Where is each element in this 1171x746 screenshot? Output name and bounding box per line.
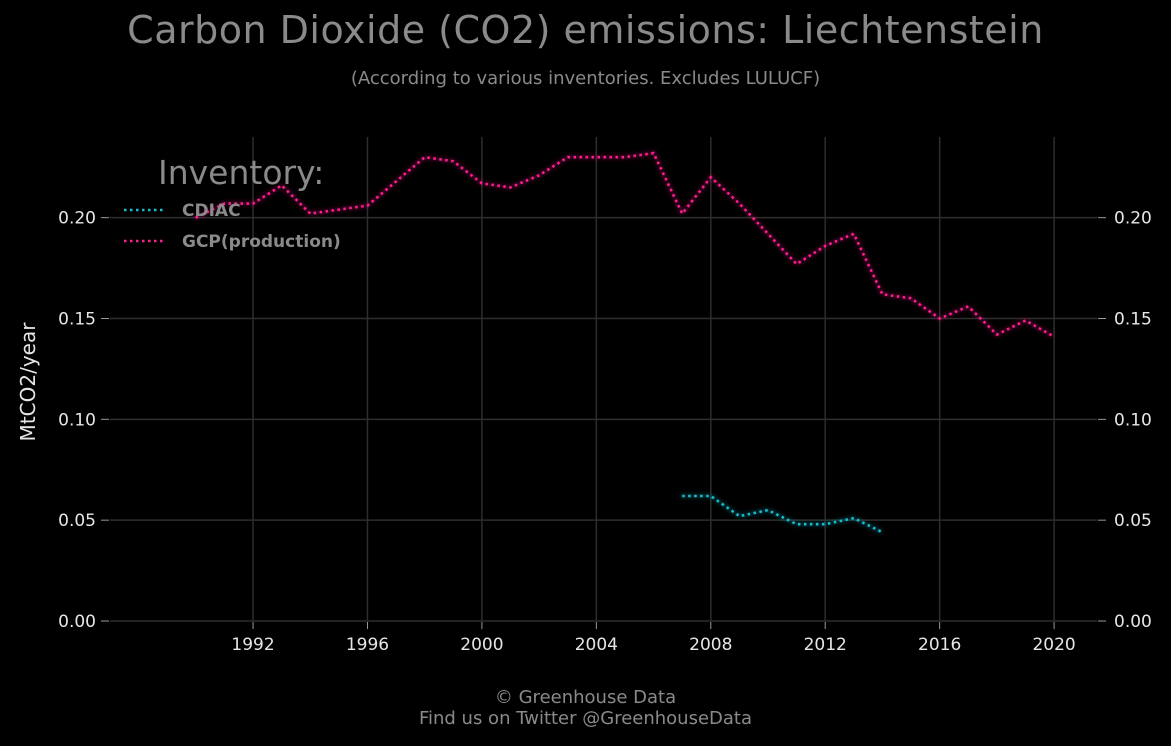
y-tick-label-left: 0.20 xyxy=(58,209,96,229)
y-tick-label-left: 0.05 xyxy=(58,511,96,531)
legend-title: Inventory: xyxy=(158,153,324,192)
legend-label: GCP(production) xyxy=(182,232,341,252)
series-line-gcp-production xyxy=(195,151,1055,338)
y-tick-label-right: 0.10 xyxy=(1114,410,1152,430)
x-tick-label: 2020 xyxy=(1032,635,1075,655)
x-tick-label: 1992 xyxy=(231,635,274,655)
x-tick-label: 2016 xyxy=(918,635,961,655)
y-axis-label: MtCO2/year xyxy=(16,322,40,442)
legend[interactable]: Inventory: CDIAC GCP(production) xyxy=(124,153,341,252)
y-tick-label-right: 0.20 xyxy=(1114,209,1152,229)
x-tick-label: 2000 xyxy=(460,635,503,655)
y-tick-label-right: 0.00 xyxy=(1114,612,1152,632)
chart-title: Carbon Dioxide (CO2) emissions: Liechten… xyxy=(127,8,1044,52)
footer-twitter: Find us on Twitter @GreenhouseData xyxy=(418,708,753,729)
x-axis: 1992 1996 2000 2004 2008 2012 2016 2020 xyxy=(231,622,1076,655)
y-tick-label-left: 0.00 xyxy=(58,612,96,632)
legend-item-gcp-production[interactable]: GCP(production) xyxy=(124,232,341,252)
legend-item-cdiac[interactable]: CDIAC xyxy=(124,201,241,221)
x-tick-label: 2004 xyxy=(575,635,618,655)
y-axis: 0.00 0.00 0.05 0.05 0.10 0.10 0.15 0.15 0.20 0.20 xyxy=(58,209,1152,632)
grid-lines xyxy=(110,137,1097,622)
y-tick-label-right: 0.15 xyxy=(1114,310,1152,330)
legend-label: CDIAC xyxy=(182,201,241,221)
y-tick-label-right: 0.05 xyxy=(1114,511,1152,531)
x-tick-label: 1996 xyxy=(346,635,389,655)
y-tick-label-left: 0.10 xyxy=(58,410,96,430)
series-line-cdiac xyxy=(682,494,883,534)
x-tick-label: 2008 xyxy=(689,635,732,655)
chart-subtitle: (According to various inventories. Exclu… xyxy=(350,68,821,89)
series-lines xyxy=(195,151,1055,534)
x-tick-label: 2012 xyxy=(804,635,847,655)
y-tick-label-left: 0.15 xyxy=(58,310,96,330)
footer-copyright: © Greenhouse Data xyxy=(494,687,677,708)
